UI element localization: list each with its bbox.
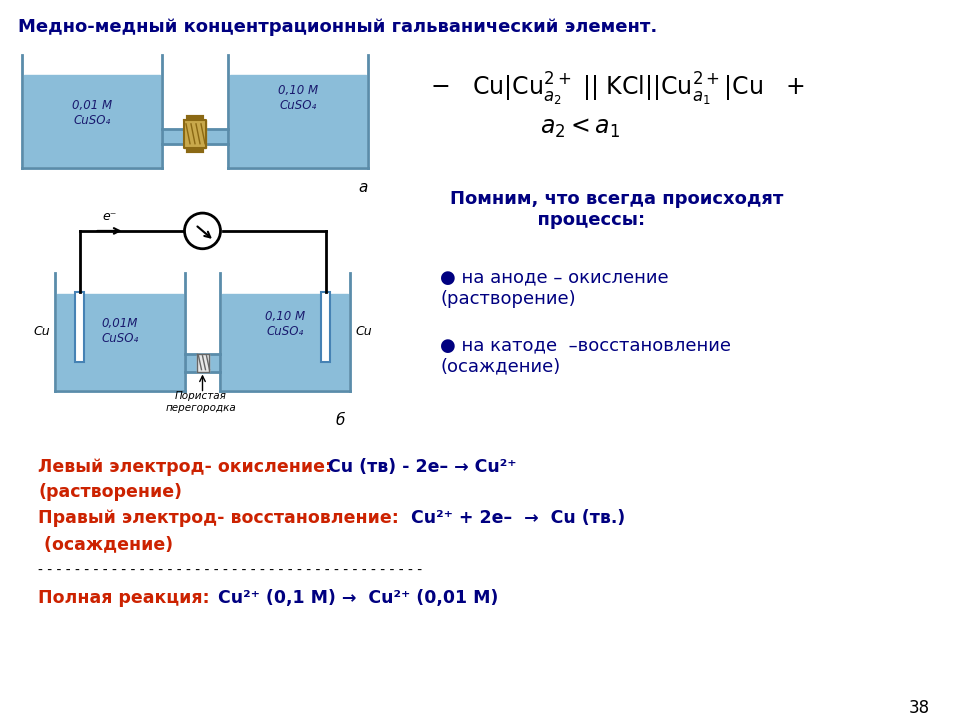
Text: ● на катоде  –восстановление
(осаждение): ● на катоде –восстановление (осаждение) bbox=[440, 337, 731, 376]
Text: $a_2 < a_1$: $a_2 < a_1$ bbox=[540, 116, 620, 140]
Text: Cu: Cu bbox=[34, 325, 50, 338]
Text: - - - - - - - - - - - - - - - - - - - - - - - - - - - - - - - - - - - - - - - - : - - - - - - - - - - - - - - - - - - - - … bbox=[38, 563, 422, 577]
Text: Левый электрод- окисление:: Левый электрод- окисление: bbox=[38, 458, 338, 476]
Text: Медно-медный концентрационный гальванический элемент.: Медно-медный концентрационный гальваниче… bbox=[18, 18, 658, 36]
Polygon shape bbox=[230, 75, 366, 166]
Text: а: а bbox=[358, 181, 368, 195]
Polygon shape bbox=[321, 292, 330, 361]
Text: e⁻: e⁻ bbox=[103, 210, 117, 223]
Polygon shape bbox=[222, 294, 348, 390]
Text: Cu: Cu bbox=[355, 325, 372, 338]
Polygon shape bbox=[185, 354, 220, 372]
Polygon shape bbox=[57, 294, 183, 390]
Polygon shape bbox=[75, 292, 84, 361]
Text: 0,10 М
CuSO₄: 0,10 М CuSO₄ bbox=[265, 310, 305, 338]
Text: Полная реакция:: Полная реакция: bbox=[38, 589, 216, 607]
Text: Помним, что всегда происходят
              процессы:: Помним, что всегда происходят процессы: bbox=[450, 190, 783, 229]
Text: 38: 38 bbox=[909, 698, 930, 716]
Text: Cu (тв) - 2е– → Cu²⁺: Cu (тв) - 2е– → Cu²⁺ bbox=[328, 458, 516, 476]
Text: Cu²⁺ + 2е–  →  Cu (тв.): Cu²⁺ + 2е– → Cu (тв.) bbox=[411, 509, 625, 527]
Text: 0,01 М
CuSO₄: 0,01 М CuSO₄ bbox=[72, 99, 112, 127]
Polygon shape bbox=[197, 354, 208, 372]
Circle shape bbox=[184, 213, 221, 248]
Polygon shape bbox=[24, 75, 160, 166]
Text: (осаждение): (осаждение) bbox=[38, 535, 173, 553]
Text: б: б bbox=[335, 413, 345, 428]
Text: (растворение): (растворение) bbox=[38, 482, 182, 500]
Text: $-$   $\mathrm{Cu}|\mathrm{Cu}^{2+}_{a_2}$ $||$ $\mathrm{KCl}||\mathrm{Cu}^{2+}_: $-$ $\mathrm{Cu}|\mathrm{Cu}^{2+}_{a_2}$… bbox=[430, 71, 804, 109]
Polygon shape bbox=[162, 129, 228, 144]
Text: Пористая
перегородка: Пористая перегородка bbox=[165, 392, 236, 413]
Polygon shape bbox=[184, 120, 206, 148]
Text: Правый электрод- восстановление:: Правый электрод- восстановление: bbox=[38, 509, 405, 527]
Text: ● на аноде – окисление
(растворение): ● на аноде – окисление (растворение) bbox=[440, 269, 668, 308]
Text: 0,01М
CuSO₄: 0,01М CuSO₄ bbox=[102, 317, 138, 345]
Text: 0,10 М
CuSO₄: 0,10 М CuSO₄ bbox=[278, 84, 318, 112]
Text: Cu²⁺ (0,1 М) →  Cu²⁺ (0,01 М): Cu²⁺ (0,1 М) → Cu²⁺ (0,01 М) bbox=[218, 589, 498, 607]
